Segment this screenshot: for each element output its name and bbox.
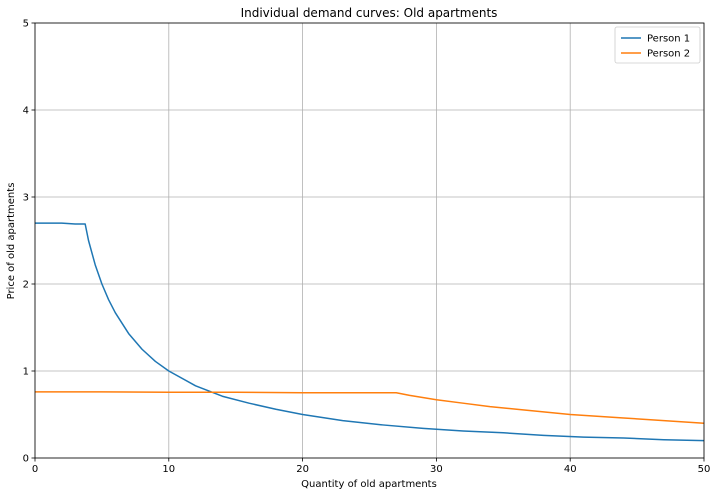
x-axis-label: Quantity of old apartments [301, 479, 437, 490]
y-tick-label: 0 [23, 454, 29, 465]
plot-frame [34, 22, 705, 459]
x-tick-label: 50 [698, 464, 711, 475]
y-tick-label: 3 [23, 193, 29, 204]
y-tick-label: 5 [23, 19, 29, 30]
chart-title: Individual demand curves: Old apartments [241, 6, 498, 20]
legend-label-2: Person 2 [647, 49, 690, 60]
series-layer [35, 222, 705, 442]
y-tick-label: 2 [23, 280, 29, 291]
y-axis-label: Price of old apartments [6, 183, 17, 300]
legend-box [614, 26, 701, 64]
x-tick-label: 10 [162, 464, 175, 475]
series-line-1 [35, 222, 705, 442]
y-axis-ticks: 0 1 2 3 4 5 [23, 19, 35, 465]
x-tick-label: 0 [32, 464, 38, 475]
legend-label-1: Person 1 [647, 34, 690, 45]
x-axis-ticks: 0 10 20 30 40 50 [32, 458, 711, 475]
y-tick-label: 4 [23, 106, 29, 117]
x-tick-label: 40 [564, 464, 577, 475]
y-tick-label: 1 [23, 367, 29, 378]
series-line-2 [35, 391, 705, 424]
x-tick-label: 30 [430, 464, 443, 475]
legend: Person 1 Person 2 [614, 26, 701, 64]
x-tick-label: 20 [296, 464, 309, 475]
